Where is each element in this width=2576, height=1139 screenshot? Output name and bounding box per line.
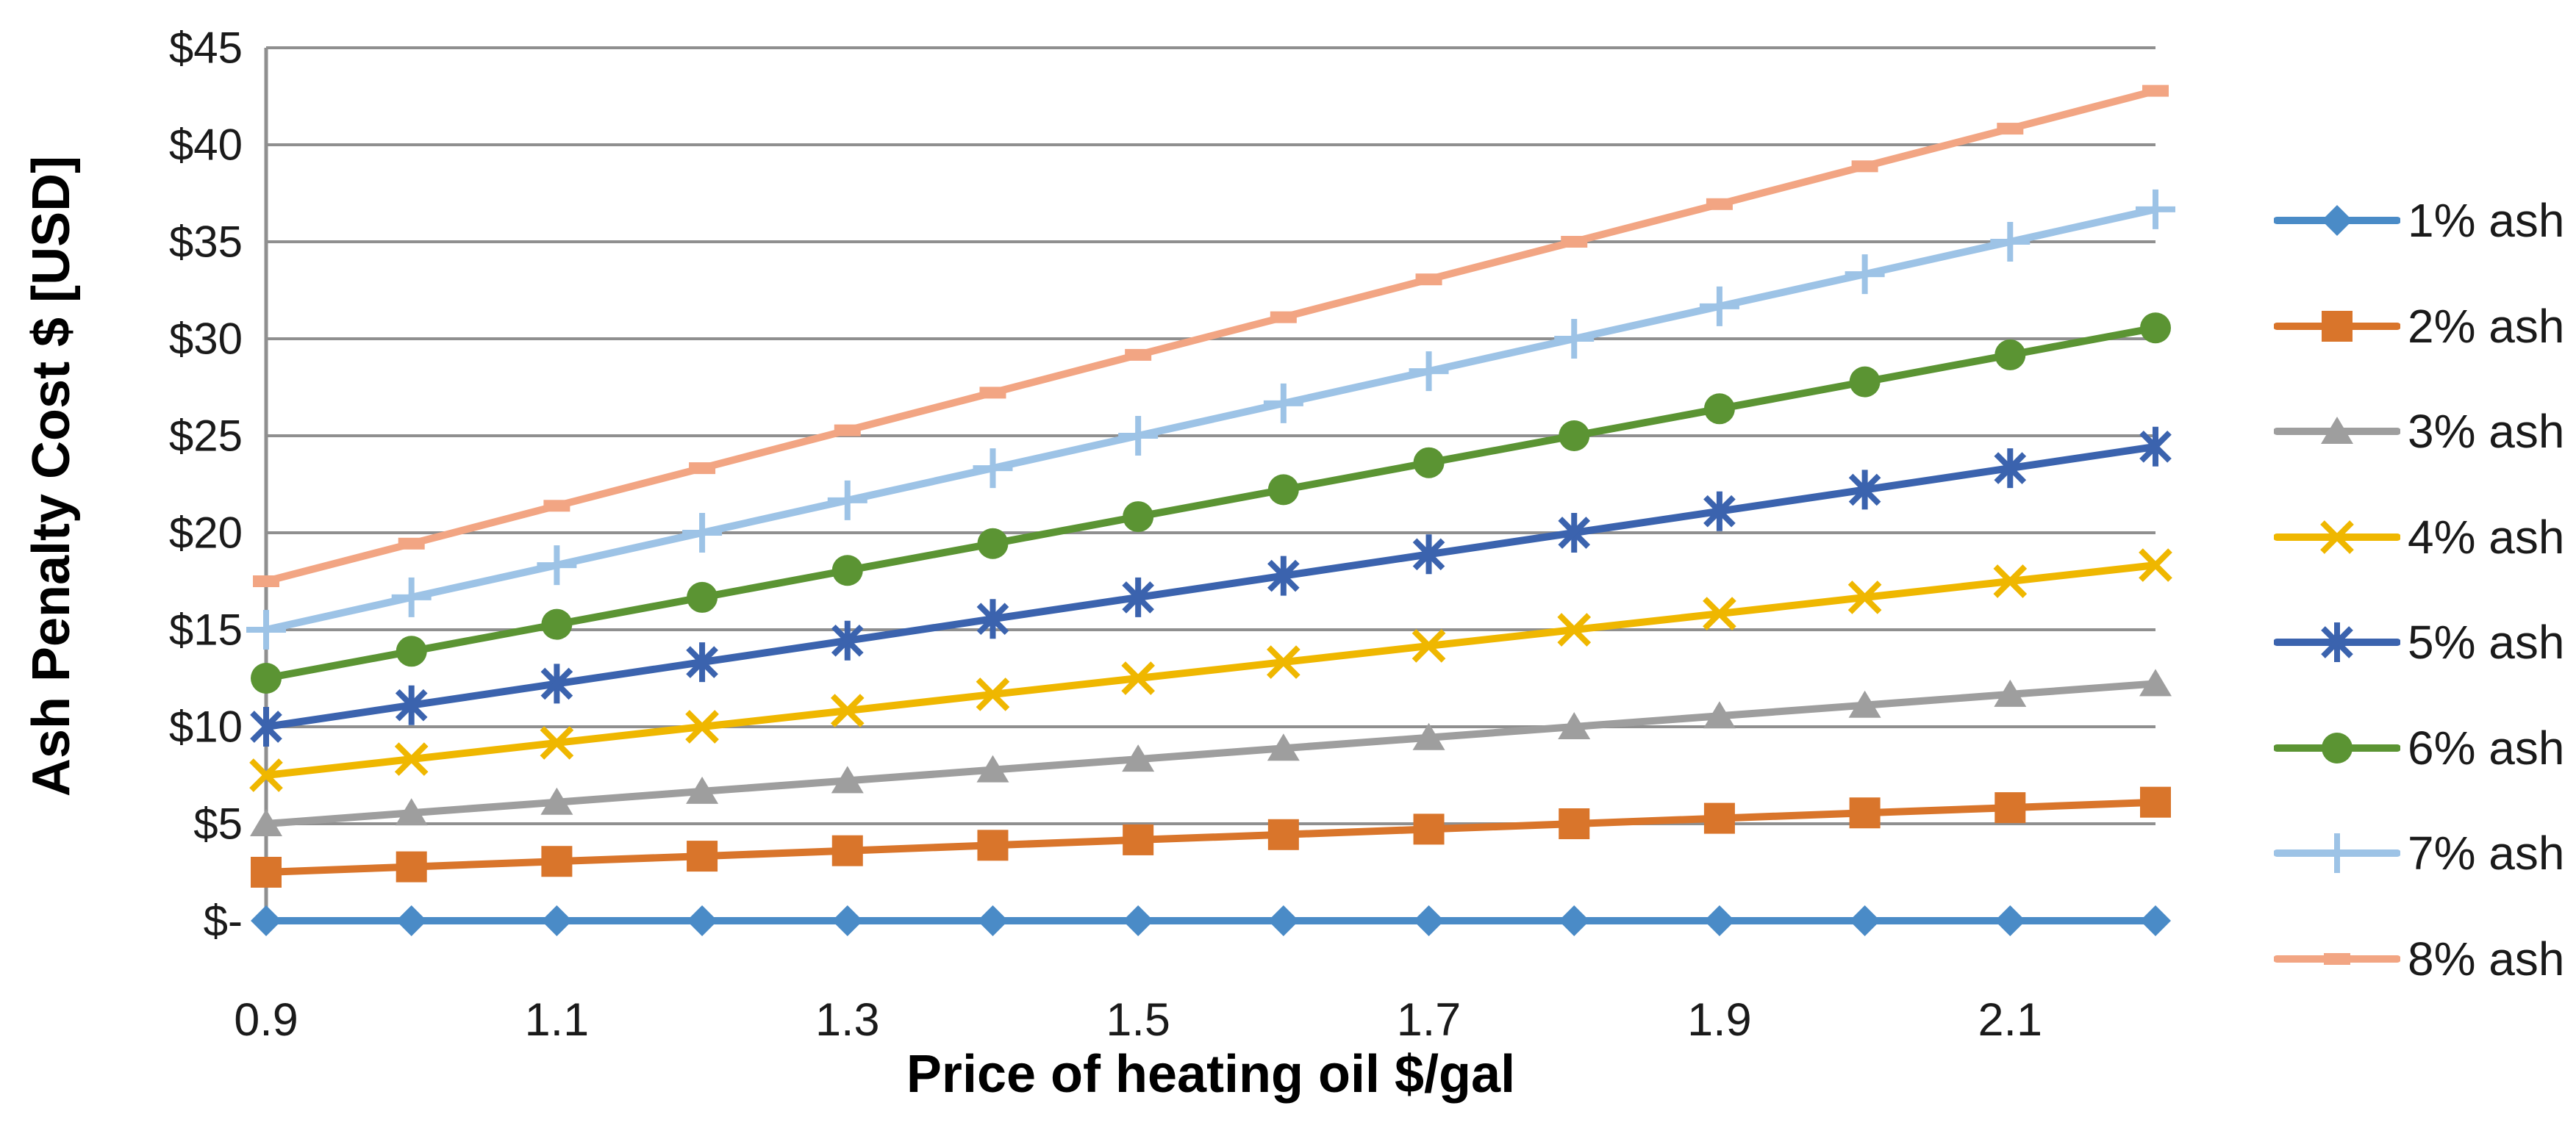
x-marker-icon: [2274, 520, 2400, 554]
legend-label: 5% ash: [2408, 616, 2565, 669]
series-8-ash: [253, 85, 2169, 587]
x-tick-label: 1.3: [815, 994, 880, 1046]
y-tick-label: $-: [203, 896, 243, 946]
asterisk-marker-icon: [2274, 622, 2400, 662]
legend-item-6-ash: 6% ash: [2274, 721, 2564, 775]
legend-item-4-ash: 4% ash: [2274, 510, 2564, 564]
legend-label: 1% ash: [2408, 194, 2565, 247]
x-tick-label: 1.7: [1396, 994, 1461, 1046]
triangle-marker-icon: [2274, 417, 2400, 444]
x-tick-label: 2.1: [1978, 994, 2043, 1046]
square-marker-icon: [2274, 310, 2400, 342]
y-tick-label: $45: [168, 23, 243, 73]
legend-label: 7% ash: [2408, 827, 2565, 880]
y-axis-title: Ash Penalty Cost $ [USD]: [22, 155, 81, 797]
diamond-marker-icon: [2274, 205, 2400, 236]
dash-marker-icon: [2274, 952, 2400, 965]
legend-item-7-ash: 7% ash: [2274, 826, 2564, 880]
legend-label: 4% ash: [2408, 510, 2565, 564]
x-tick-label: 0.9: [234, 994, 298, 1046]
x-tick-label: 1.1: [524, 994, 590, 1046]
chart-legend: 1% ash 2% ash 3% ash 4% ash 5% ash 6% ash 7% a…: [2274, 0, 2576, 1139]
x-axis-title: Price of heating oil $/gal: [906, 1045, 1516, 1104]
y-tick-label: $20: [168, 508, 243, 558]
y-tick-label: $25: [168, 411, 243, 461]
legend-item-2-ash: 2% ash: [2274, 299, 2564, 353]
legend-item-1-ash: 1% ash: [2274, 193, 2564, 248]
x-tick-label: 1.5: [1106, 994, 1170, 1046]
y-tick-label: $35: [168, 217, 243, 267]
y-tick-label: $30: [168, 314, 243, 364]
legend-item-5-ash: 5% ash: [2274, 615, 2564, 669]
series-2-ash: [251, 786, 2171, 888]
series-7-ash: [246, 189, 2175, 650]
y-tick-label: $15: [168, 605, 243, 655]
y-tick-label: $10: [168, 702, 243, 752]
legend-label: 3% ash: [2408, 405, 2565, 458]
legend-item-3-ash: 3% ash: [2274, 404, 2564, 459]
x-tick-label: 1.9: [1687, 994, 1752, 1046]
series-4-ash: [249, 548, 2172, 792]
legend-label: 2% ash: [2408, 299, 2565, 353]
series-6-ash: [251, 312, 2171, 694]
gridlines: [266, 46, 2155, 922]
series-5-ash: [250, 426, 2172, 747]
y-tick-label: $5: [193, 799, 243, 849]
legend-label: 6% ash: [2408, 721, 2565, 775]
series-3-ash: [250, 669, 2172, 836]
y-tick-label: $40: [168, 120, 243, 170]
circle-marker-icon: [2274, 732, 2400, 763]
legend-item-8-ash: 8% ash: [2274, 932, 2564, 986]
legend-label: 8% ash: [2408, 932, 2565, 985]
plus-marker-icon: [2274, 833, 2400, 873]
series-1-ash: [251, 905, 2171, 936]
